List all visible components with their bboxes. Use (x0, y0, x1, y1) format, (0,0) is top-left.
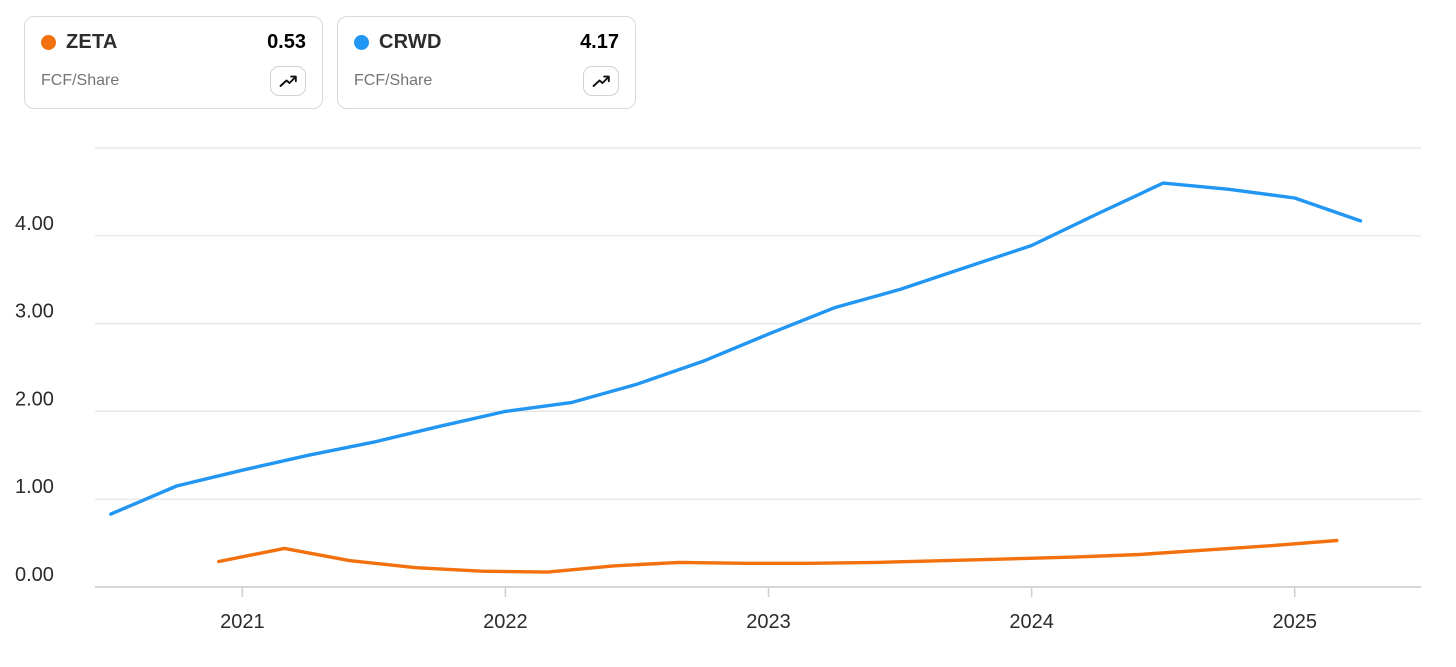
x-axis-tick-label: 2025 (1272, 611, 1317, 633)
legend-card-zeta[interactable]: ZETA 0.53 FCF/Share (24, 16, 323, 109)
zeta-metric-label: FCF/Share (41, 72, 120, 89)
y-axis-tick-label: 2.00 (15, 388, 54, 410)
zeta-trend-chart-button[interactable] (270, 66, 306, 96)
legend-card-crwd[interactable]: CRWD 4.17 FCF/Share (337, 16, 636, 109)
trend-up-icon (592, 75, 610, 87)
crwd-current-value: 4.17 (580, 31, 619, 53)
legend-cards: ZETA 0.53 FCF/Share CRWD 4.17 FC (24, 16, 636, 109)
legend-card-crwd-header: CRWD 4.17 (354, 31, 619, 54)
x-axis-tick-label: 2023 (746, 611, 791, 633)
zeta-series-color-dot (41, 35, 56, 50)
x-axis-tick-label: 2024 (1009, 611, 1054, 633)
x-axis-tick-label: 2022 (483, 611, 528, 633)
zeta-ticker-label: ZETA (66, 31, 118, 53)
zeta-line-series (216, 538, 1339, 574)
crwd-metric-label: FCF/Share (354, 72, 433, 89)
crwd-trend-chart-button[interactable] (583, 66, 619, 96)
y-axis-tick-label: 4.00 (15, 213, 54, 235)
legend-card-zeta-header: ZETA 0.53 (41, 31, 306, 54)
x-axis-tick-label: 2021 (220, 611, 265, 633)
y-axis-tick-label: 1.00 (15, 476, 54, 498)
crwd-line-series (109, 181, 1363, 516)
y-axis-tick-label: 3.00 (15, 301, 54, 323)
zeta-current-value: 0.53 (267, 31, 306, 53)
y-axis-tick-label: 0.00 (15, 564, 54, 586)
crwd-ticker-label: CRWD (379, 31, 442, 53)
crwd-series-color-dot (354, 35, 369, 50)
trend-up-icon (279, 75, 297, 87)
